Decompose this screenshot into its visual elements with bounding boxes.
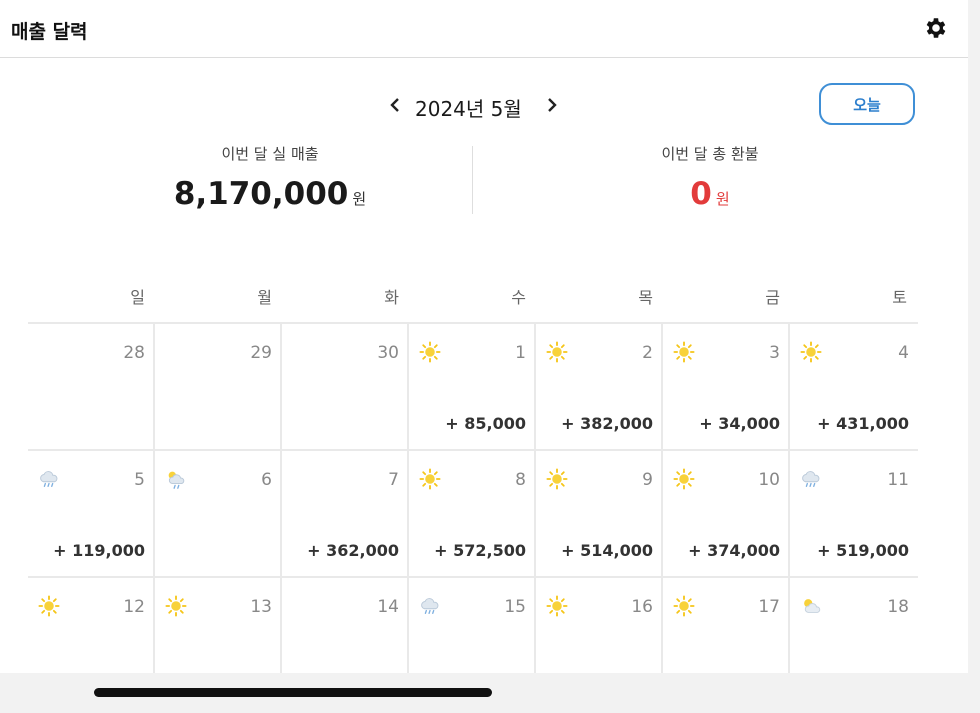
weekday-label: 금 <box>765 288 780 307</box>
daily-sales-amount: + 374,000 <box>688 541 780 560</box>
day-number: 16 <box>631 597 653 617</box>
day-number: 3 <box>769 343 780 363</box>
calendar-day-cell[interactable]: 1 + 85,000 <box>409 324 536 451</box>
day-number: 18 <box>887 597 909 617</box>
day-number: 14 <box>377 597 399 617</box>
sun-icon <box>800 341 822 363</box>
sun-icon <box>38 595 60 617</box>
sun-icon <box>546 468 568 490</box>
calendar-day-cell[interactable]: 15 <box>409 578 536 673</box>
home-indicator <box>94 688 492 697</box>
sun-icon <box>673 595 695 617</box>
day-number: 1 <box>515 343 526 363</box>
calendar-day-cell[interactable]: 7 + 362,000 <box>282 451 409 578</box>
weekday-label: 수 <box>511 288 526 307</box>
weekday-label: 화 <box>384 288 399 307</box>
monthly-sales-summary: 이번 달 실 매출 8,170,000 원 <box>120 143 420 212</box>
daily-sales-amount: + 85,000 <box>445 414 526 433</box>
calendar-day-cell[interactable]: 17 <box>663 578 790 673</box>
sales-calendar-app: 매출 달력 2024년 5월 오늘 이번 달 실 매출 8,170,000 원 … <box>0 0 968 673</box>
day-number: 11 <box>887 470 909 490</box>
top-bar: 매출 달력 <box>0 0 968 58</box>
day-number: 6 <box>261 470 272 490</box>
grid-line <box>28 576 918 578</box>
calendar-day-cell[interactable]: 4 + 431,000 <box>790 324 917 451</box>
calendar-day-cell[interactable]: 2 + 382,000 <box>536 324 663 451</box>
day-number: 7 <box>388 470 399 490</box>
today-button[interactable]: 오늘 <box>819 83 915 125</box>
calendar-day-cell[interactable]: 12 <box>28 578 155 673</box>
day-number: 15 <box>504 597 526 617</box>
grid-line <box>28 322 918 324</box>
calendar-day-cell[interactable]: 30 <box>282 324 409 451</box>
chevron-left-icon[interactable] <box>383 90 407 120</box>
page-title: 매출 달력 <box>11 21 88 43</box>
calendar-day-cell[interactable]: 29 <box>155 324 282 451</box>
day-number: 5 <box>134 470 145 490</box>
refund-label: 이번 달 총 환불 <box>661 145 759 163</box>
weekday-label: 목 <box>638 288 653 307</box>
day-number: 28 <box>123 343 145 363</box>
sales-label: 이번 달 실 매출 <box>221 145 319 163</box>
day-number: 4 <box>898 343 909 363</box>
month-navigation: 2024년 5월 <box>0 88 968 124</box>
calendar-day-cell[interactable]: 16 <box>536 578 663 673</box>
sun-icon <box>546 341 568 363</box>
day-number: 10 <box>758 470 780 490</box>
sun-icon <box>165 595 187 617</box>
current-month-label: 2024년 5월 <box>415 97 522 121</box>
monthly-refund-summary: 이번 달 총 환불 0 원 <box>530 143 890 212</box>
day-number: 30 <box>377 343 399 363</box>
weekday-label: 월 <box>257 288 272 307</box>
calendar-day-cell[interactable]: 5 + 119,000 <box>28 451 155 578</box>
day-number: 2 <box>642 343 653 363</box>
sales-value: 8,170,000 <box>173 176 349 212</box>
calendar-day-cell[interactable]: 10 + 374,000 <box>663 451 790 578</box>
day-number: 29 <box>250 343 272 363</box>
daily-sales-amount: + 119,000 <box>53 541 145 560</box>
day-number: 8 <box>515 470 526 490</box>
calendar-day-cell[interactable]: 6 <box>155 451 282 578</box>
sun-icon <box>546 595 568 617</box>
refund-value: 0 <box>690 176 712 212</box>
rain-cloud-icon <box>38 468 60 490</box>
calendar-day-cell[interactable]: 9 + 514,000 <box>536 451 663 578</box>
daily-sales-amount: + 382,000 <box>561 414 653 433</box>
daily-sales-amount: + 362,000 <box>307 541 399 560</box>
day-number: 13 <box>250 597 272 617</box>
sun-icon <box>419 468 441 490</box>
sun-cloud-icon <box>800 595 822 617</box>
sun-icon <box>673 468 695 490</box>
day-number: 12 <box>123 597 145 617</box>
calendar-day-cell[interactable]: 13 <box>155 578 282 673</box>
day-number: 17 <box>758 597 780 617</box>
calendar-day-cell[interactable]: 28 <box>28 324 155 451</box>
day-number: 9 <box>642 470 653 490</box>
calendar-day-cell[interactable]: 11 + 519,000 <box>790 451 917 578</box>
calendar-day-cell[interactable]: 3 + 34,000 <box>663 324 790 451</box>
gear-icon[interactable] <box>923 15 949 41</box>
summary-divider <box>472 146 473 214</box>
refund-unit: 원 <box>715 190 730 208</box>
daily-sales-amount: + 514,000 <box>561 541 653 560</box>
sun-icon <box>673 341 695 363</box>
grid-line <box>28 449 918 451</box>
rain-cloud-icon <box>419 595 441 617</box>
calendar-day-cell[interactable]: 18 <box>790 578 917 673</box>
weekday-label: 일 <box>130 288 145 307</box>
sales-unit: 원 <box>352 190 367 208</box>
daily-sales-amount: + 431,000 <box>817 414 909 433</box>
rain-cloud-icon <box>800 468 822 490</box>
sun-cloud-rain-icon <box>165 468 187 490</box>
chevron-right-icon[interactable] <box>540 90 564 120</box>
daily-sales-amount: + 519,000 <box>817 541 909 560</box>
calendar-day-cell[interactable]: 8 + 572,500 <box>409 451 536 578</box>
weekday-label: 토 <box>892 288 907 307</box>
daily-sales-amount: + 34,000 <box>699 414 780 433</box>
calendar-day-cell[interactable]: 14 <box>282 578 409 673</box>
sun-icon <box>419 341 441 363</box>
daily-sales-amount: + 572,500 <box>434 541 526 560</box>
